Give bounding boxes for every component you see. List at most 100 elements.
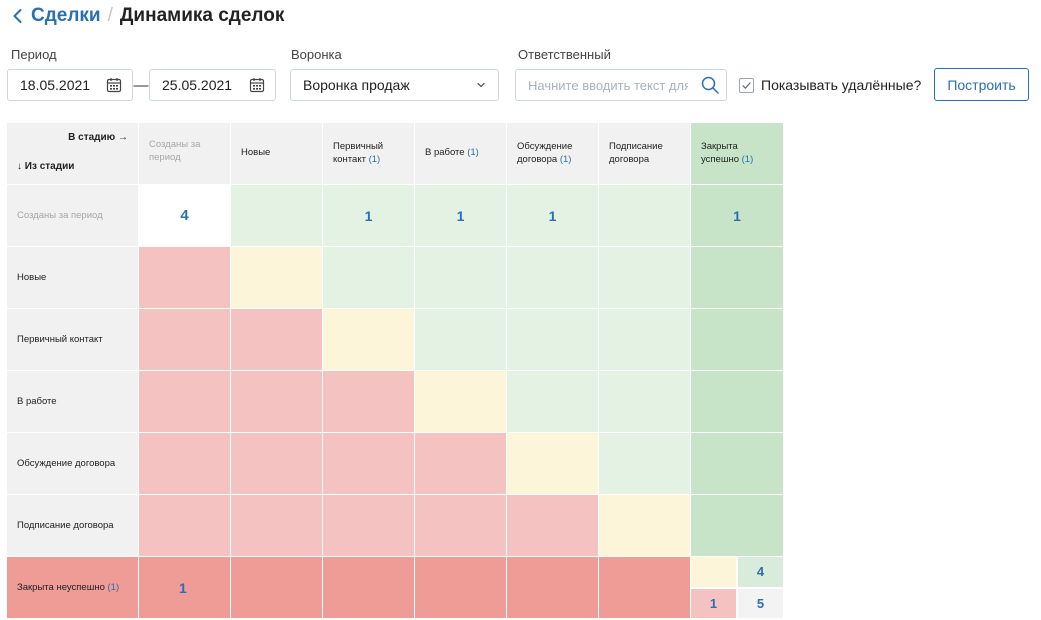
corner-from-label: ↓ Из стадии	[17, 161, 75, 172]
matrix-row-primary-contact: Первичный контакт	[7, 309, 783, 371]
matrix-row-new: Новые	[7, 247, 783, 309]
matrix-cell	[507, 557, 599, 618]
matrix-header-row: В стадию → ↓ Из стадии Созданы за период…	[7, 123, 783, 185]
matrix-cell	[231, 247, 323, 308]
checkmark-icon	[742, 81, 751, 89]
row-header: В работе	[7, 371, 139, 432]
calendar-icon[interactable]	[106, 77, 122, 93]
chevron-left-icon	[13, 9, 22, 23]
matrix-cell	[231, 557, 323, 618]
matrix-cell	[599, 371, 691, 432]
matrix-cell-value[interactable]: 1	[139, 557, 231, 618]
matrix-cell	[139, 309, 231, 370]
column-label: Закрыта успешно	[701, 140, 739, 165]
chevron-down-icon	[477, 82, 485, 88]
funnel-select[interactable]: Воронка продаж	[290, 69, 499, 101]
matrix-cell	[415, 309, 507, 370]
matrix-cell	[323, 557, 415, 618]
row-header: Обсуждение договора	[7, 433, 139, 494]
matrix-cell	[599, 495, 691, 556]
matrix-cell-value[interactable]: 1	[323, 185, 415, 246]
column-header-contract-discussion: Обсуждение договора (1)	[507, 123, 599, 184]
date-to-field[interactable]: 25.05.2021	[149, 69, 276, 101]
breadcrumb: Сделки / Динамика сделок	[12, 3, 284, 29]
matrix-cell	[323, 433, 415, 494]
matrix-cell	[323, 309, 415, 370]
column-header-closed-won: Закрыта успешно (1)	[691, 123, 783, 184]
matrix-cell	[507, 433, 599, 494]
show-deleted-label: Показывать удалённые?	[761, 77, 922, 93]
column-header-primary-contact: Первичный контакт (1)	[323, 123, 415, 184]
lost-total[interactable]: 1	[691, 588, 736, 618]
matrix-cell	[231, 371, 323, 432]
column-label: Созданы за период	[149, 139, 201, 163]
row-count: (1)	[107, 582, 120, 593]
build-button[interactable]: Построить	[934, 68, 1029, 101]
column-count: (1)	[741, 153, 754, 165]
date-from-field[interactable]: 18.05.2021	[7, 69, 133, 101]
column-label: Новые	[241, 147, 271, 159]
row-header: Первичный контакт	[7, 309, 139, 370]
date-from-value: 18.05.2021	[20, 77, 91, 93]
column-label: Первичный контакт	[333, 140, 384, 165]
matrix-cell	[323, 371, 415, 432]
period-label: Период	[11, 47, 57, 62]
matrix-cell	[507, 247, 599, 308]
matrix-row-contract-signing: Подписание договора	[7, 495, 783, 557]
column-count: (1)	[467, 147, 479, 159]
matrix-cell-value[interactable]: 4	[139, 185, 231, 246]
matrix-cell	[139, 433, 231, 494]
matrix-row-closed-lost: Закрыта неуспешно (1) 1 4 1 5	[7, 557, 783, 619]
matrix-cell	[507, 309, 599, 370]
column-header-new: Новые	[231, 123, 323, 184]
matrix-cell	[231, 185, 323, 246]
row-header: Созданы за период	[7, 185, 139, 246]
totals-empty-quadrant	[691, 557, 736, 587]
search-icon[interactable]	[700, 75, 720, 95]
matrix-cell-value[interactable]: 1	[691, 185, 783, 246]
show-deleted-toggle[interactable]: Показывать удалённые?	[739, 69, 921, 101]
matrix-cell	[139, 247, 231, 308]
matrix-cell	[415, 371, 507, 432]
matrix-cell	[415, 433, 507, 494]
matrix-cell	[599, 557, 691, 618]
matrix-cell	[139, 495, 231, 556]
matrix-cell-value[interactable]: 1	[415, 185, 507, 246]
back-button[interactable]	[12, 8, 23, 24]
row-label: Закрыта неуспешно	[17, 582, 105, 593]
matrix-cell	[599, 185, 691, 246]
matrix-cell	[507, 371, 599, 432]
column-header-created: Созданы за период	[139, 123, 231, 184]
matrix-cell	[691, 433, 783, 494]
responsible-input[interactable]	[528, 77, 688, 93]
matrix-cell	[231, 495, 323, 556]
row-header: Подписание договора	[7, 495, 139, 556]
calendar-icon[interactable]	[249, 77, 265, 93]
column-header-contract-signing: Подписание договора	[599, 123, 691, 184]
row-header: Новые	[7, 247, 139, 308]
responsible-search[interactable]	[515, 69, 727, 101]
corner-to-label: В стадию →	[68, 132, 128, 143]
matrix-cell	[415, 557, 507, 618]
matrix-cell-value[interactable]: 1	[507, 185, 599, 246]
matrix-cell	[323, 495, 415, 556]
matrix-cell	[599, 247, 691, 308]
column-count: (1)	[559, 153, 572, 165]
matrix-cell	[415, 247, 507, 308]
breadcrumb-deals-link[interactable]: Сделки	[31, 5, 101, 26]
matrix-cell	[415, 495, 507, 556]
column-label: Подписание договора	[609, 140, 663, 165]
won-total[interactable]: 4	[738, 557, 783, 587]
funnel-label: Воронка	[291, 47, 342, 62]
column-count: (1)	[368, 153, 381, 165]
matrix-cell	[599, 309, 691, 370]
funnel-select-value: Воронка продаж	[303, 77, 410, 93]
date-to-value: 25.05.2021	[162, 77, 233, 93]
matrix-cell	[691, 495, 783, 556]
grand-total[interactable]: 5	[738, 588, 783, 618]
matrix-cell	[323, 247, 415, 308]
matrix-cell	[599, 433, 691, 494]
show-deleted-checkbox[interactable]	[739, 77, 754, 93]
page-title: Динамика сделок	[119, 5, 285, 26]
matrix-row-in-work: В работе	[7, 371, 783, 433]
